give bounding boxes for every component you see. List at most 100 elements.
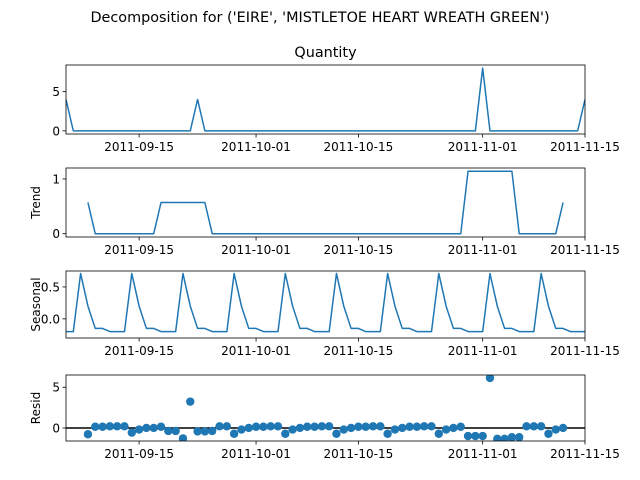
resid-point [427,422,436,431]
resid-point [346,423,356,433]
resid-point [339,425,348,434]
resid-point [164,426,173,436]
trend-xtick-label: 2011-11-01 [448,243,518,257]
resid-point [134,425,144,434]
resid-point [522,422,531,431]
seasonal-axes-frame [65,270,586,339]
resid-point [244,423,253,433]
resid-axes-frame [65,374,586,442]
resid-point [303,422,312,431]
resid-point [471,431,480,441]
resid-xtick-label: 2011-10-01 [221,447,291,461]
resid-point [193,427,202,436]
resid-point [215,422,224,431]
panel-observed: 0 5 2011-09-15 2011-10-01 2011-10-15 2011-11-… [52,45,620,154]
observed-series-line [66,67,585,132]
resid-point [98,422,107,431]
panel-seasonal: 0.0 0.5 2011-09-15 2011-10-01 2011-10-15 2011… [29,270,620,358]
resid-point [237,425,246,434]
observed-xtick-label: 2011-10-15 [324,140,394,154]
panel-trend: 0 1 2011-09-15 2011-10-01 2011-10-15 2011-11-… [29,167,620,257]
resid-point [120,422,129,431]
seasonal-ytick-label: 0.0 [41,312,60,326]
resid-point [361,422,370,431]
resid-point [419,422,429,431]
resid-point [368,422,378,431]
resid-point [449,423,458,433]
panel-resid: 0 5 2011-09-15 2011-10-01 2011-10-15 2011-11-… [29,374,620,461]
resid-xtick-label: 2011-11-15 [550,447,620,461]
seasonal-data [66,272,585,333]
resid-point [200,427,210,436]
figure-suptitle: Decomposition for ('EIRE', 'MISTLETOE HE… [90,10,549,26]
resid-point [405,422,414,431]
observed-xtick-label: 2011-10-01 [221,140,291,154]
trend-xtick-label: 2011-09-15 [104,243,174,257]
trend-axes-frame [65,167,586,238]
resid-point [529,422,539,431]
resid-point [500,434,509,441]
resid-point [493,434,502,441]
resid-point [91,422,100,431]
seasonal-xtick-label: 2011-09-15 [104,344,174,358]
resid-point [354,422,363,431]
trend-data [87,170,564,235]
trend-ytick-label: 0 [52,227,60,241]
resid-point [83,430,93,439]
resid-point [515,433,524,441]
resid-point [412,422,422,431]
seasonal-xtick-label: 2011-11-01 [448,344,518,358]
resid-ytick-label: 0 [52,421,60,435]
seasonal-xtick-label: 2011-10-15 [324,344,394,358]
resid-xtick-label: 2011-09-15 [104,447,174,461]
resid-point [186,397,195,406]
resid-point [317,422,327,431]
trend-xtick-label: 2011-10-01 [221,243,291,257]
resid-point [259,422,268,431]
seasonal-ylabel: Seasonal [29,277,43,331]
observed-xtick-label: 2011-11-15 [550,140,620,154]
resid-point [441,425,451,434]
observed-ytick-label: 0 [52,124,60,138]
resid-ytick-label: 5 [52,381,60,395]
resid-point [324,422,334,431]
observed-xtick-label: 2011-11-01 [448,140,518,154]
resid-point [112,422,122,431]
resid-point [251,422,261,431]
resid-point [273,422,283,431]
resid-point [208,426,217,436]
resid-point [332,429,341,438]
seasonal-ytick-label: 0.5 [41,280,60,294]
resid-point [266,422,275,431]
resid-point [127,428,136,437]
resid-point [281,429,290,438]
resid-point [376,422,385,431]
resid-ylabel: Resid [29,392,43,424]
resid-point [105,422,115,431]
seasonal-series-line [66,272,585,333]
resid-point [229,429,239,438]
trend-xtick-label: 2011-11-15 [550,243,620,257]
resid-point [398,423,407,433]
observed-data [66,67,585,132]
resid-point [463,431,473,441]
seasonal-xtick-label: 2011-11-15 [550,344,620,358]
resid-point [551,425,560,434]
resid-point [544,429,553,438]
resid-point [390,425,400,434]
observed-ytick-label: 5 [52,85,60,99]
observed-axes-frame [65,64,586,135]
resid-point [434,429,443,438]
resid-point [558,423,568,433]
resid-point [178,434,188,441]
resid-point [383,429,392,438]
seasonal-xtick-label: 2011-10-01 [221,344,291,358]
resid-point [156,422,166,431]
observed-title: Quantity [294,45,357,61]
resid-point [142,423,151,433]
resid-point [310,422,319,431]
resid-point [295,423,305,433]
resid-point [485,375,495,383]
resid-point [478,431,487,441]
